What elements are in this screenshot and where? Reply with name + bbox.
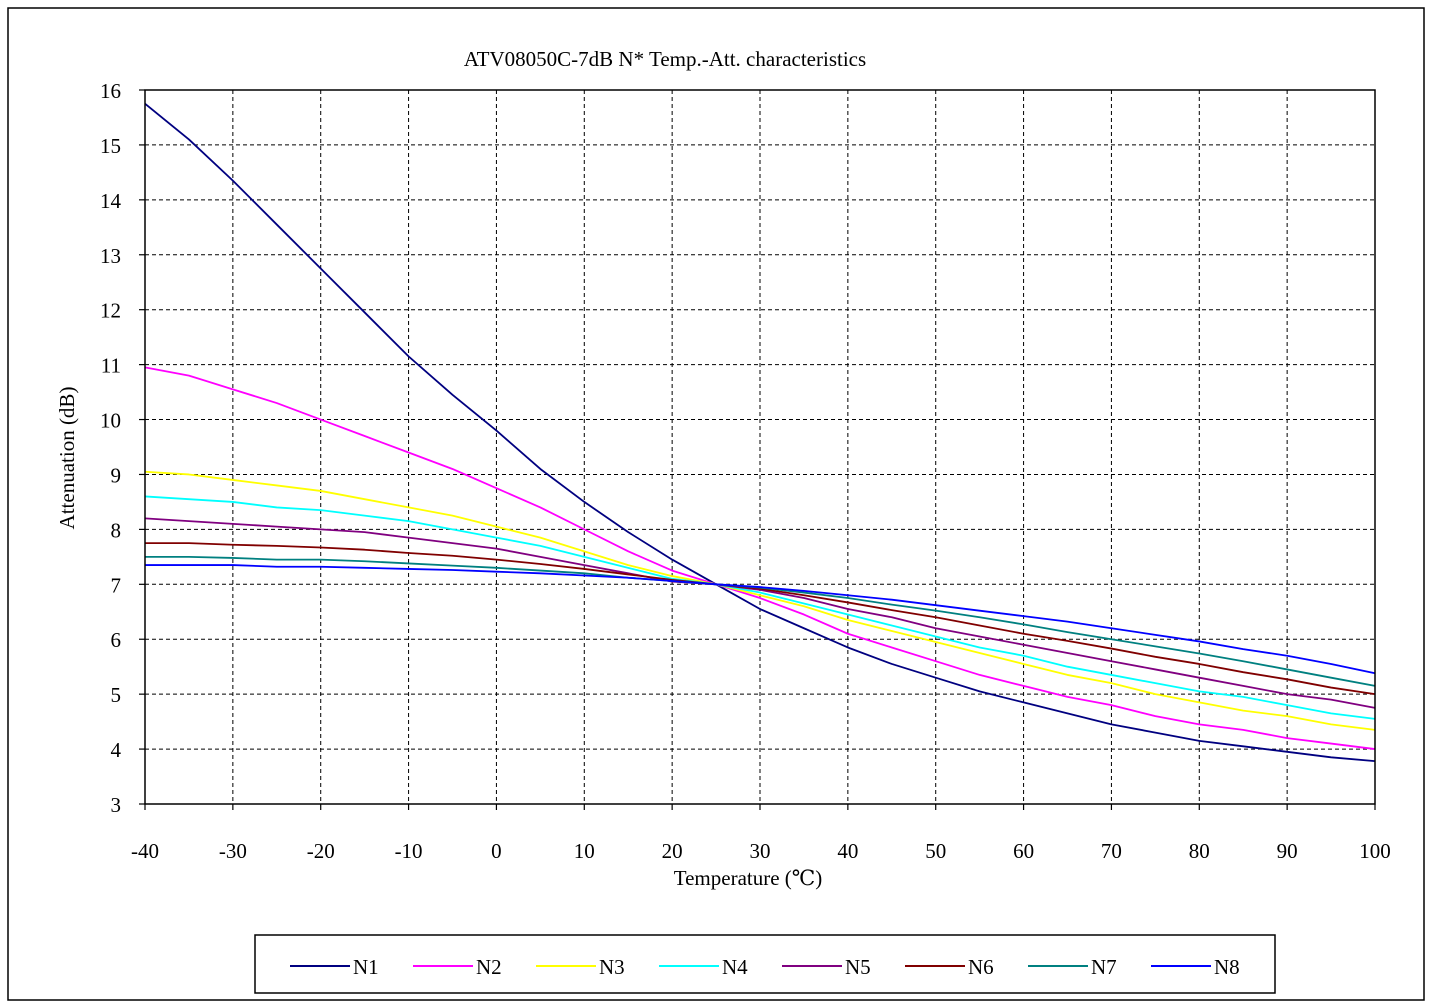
grid-lines [145,90,1375,804]
x-axis-label: Temperature (℃) [674,866,823,890]
x-tick-label-11: 70 [1101,839,1122,863]
x-tick-label-13: 90 [1277,839,1298,863]
y-tick-label-3: 6 [111,628,122,652]
x-tick-label-8: 40 [837,839,858,863]
y-tick-label-2: 5 [111,683,122,707]
y-tick-label-12: 15 [100,134,121,158]
x-tick-label-4: 0 [491,839,502,863]
y-tick-label-0: 3 [111,793,122,817]
legend-label-n3: N3 [599,955,625,979]
series-lines [144,103,1376,763]
legend-label-n1: N1 [353,955,379,979]
x-tick-label-6: 20 [662,839,683,863]
y-tick-label-7: 10 [100,409,121,433]
y-tick-label-6: 9 [111,463,122,487]
y-tick-labels: 3 4 5 6 7 8 9 10 11 12 13 14 15 16 [100,79,145,817]
legend-label-n6: N6 [968,955,994,979]
y-tick-label-1: 4 [111,738,122,762]
legend-label-n7: N7 [1091,955,1117,979]
series-line-n1 [144,103,1376,763]
chart-title: ATV08050C-7dB N* Temp.-Att. characterist… [464,47,866,71]
x-tick-label-3: -10 [395,839,423,863]
x-tick-label-14: 100 [1359,839,1391,863]
y-tick-label-8: 11 [101,354,121,378]
x-tick-label-12: 80 [1189,839,1210,863]
y-axis-label: Attenuation (dB) [55,387,79,530]
x-tick-label-5: 10 [574,839,595,863]
series-line-n8 [145,564,1376,675]
legend-box [254,934,1276,994]
x-tick-label-9: 50 [925,839,946,863]
legend-label-n2: N2 [476,955,502,979]
y-tick-label-10: 13 [100,244,121,268]
legend: N1 N2 N3 N4 N5 N6 N7 N8 [290,955,1240,979]
x-tick-label-1: -30 [219,839,247,863]
y-tick-label-13: 16 [100,79,121,103]
x-tick-label-10: 60 [1013,839,1034,863]
x-tick-labels: -40 -30 -20 -10 0 10 20 30 40 50 60 70 80 90 100 [131,804,1391,863]
y-tick-label-5: 8 [111,518,122,542]
y-tick-label-11: 14 [100,189,122,213]
series-line-n2 [144,366,1376,750]
x-tick-label-7: 30 [750,839,771,863]
x-tick-label-0: -40 [131,839,159,863]
series-line-n3 [144,470,1376,731]
series-line-n5 [144,517,1376,709]
y-tick-label-4: 7 [111,573,122,597]
legend-label-n8: N8 [1214,955,1240,979]
legend-label-n4: N4 [722,955,748,979]
series-line-n6 [145,542,1376,696]
x-tick-label-2: -20 [307,839,335,863]
y-tick-label-9: 12 [100,299,121,323]
series-line-n4 [144,495,1376,720]
legend-label-n5: N5 [845,955,871,979]
